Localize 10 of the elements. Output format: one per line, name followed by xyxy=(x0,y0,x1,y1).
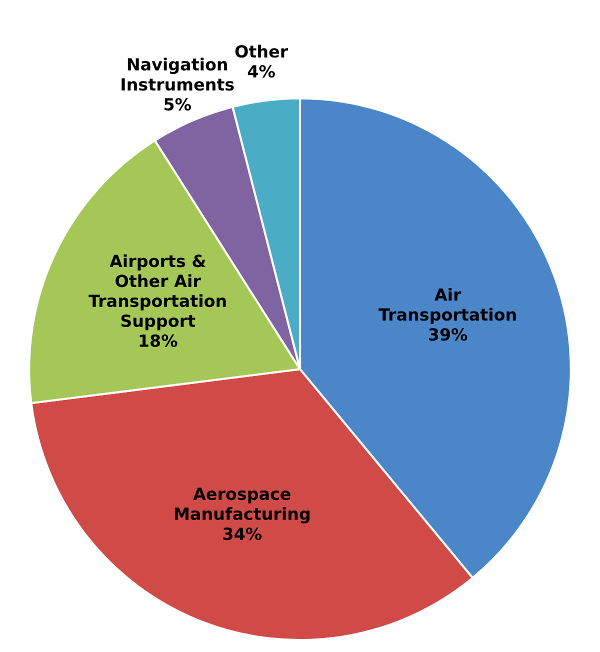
slice-label: Aerospace Manufacturing xyxy=(174,488,310,524)
data-label: 34% xyxy=(223,527,262,540)
slice-label: Air Transportation xyxy=(378,288,516,324)
slice-label: Airports & Other Air Transportation Support xyxy=(88,254,226,330)
data-label: 18% xyxy=(140,334,178,347)
data-label: 5% xyxy=(164,98,191,111)
slice-label: Other xyxy=(235,44,288,58)
data-label: 4% xyxy=(248,65,275,78)
data-label: 39% xyxy=(428,328,468,341)
slice-label: Navigation Instruments xyxy=(122,58,234,91)
